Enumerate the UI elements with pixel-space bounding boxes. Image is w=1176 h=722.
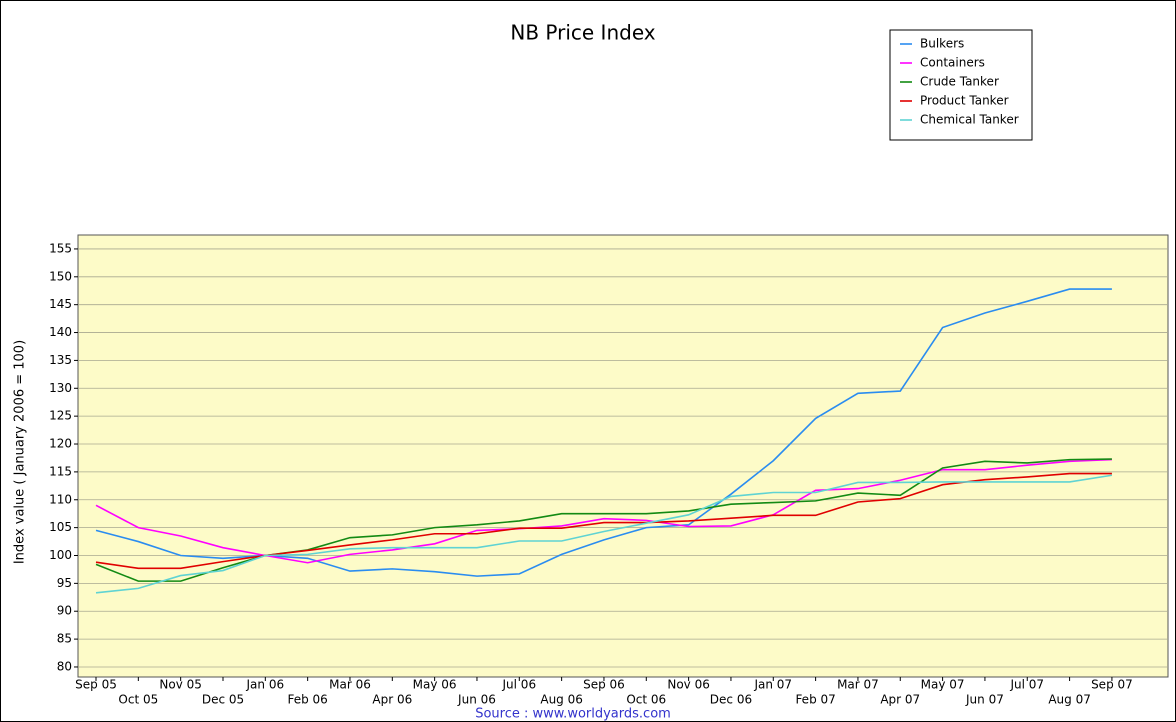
legend-label: Crude Tanker (920, 75, 999, 89)
y-tick-label: 85 (57, 632, 72, 646)
x-tick-label: Jul 07 (1009, 678, 1044, 692)
x-tick-label: May 06 (413, 678, 457, 692)
y-tick-label: 90 (57, 604, 72, 618)
legend-label: Chemical Tanker (920, 113, 1019, 127)
x-tick-label: Sep 05 (75, 678, 117, 692)
x-tick-label: Feb 06 (287, 693, 327, 707)
y-tick-label: 115 (49, 464, 72, 478)
x-tick-label: Jun 07 (965, 693, 1004, 707)
x-tick-label: Sep 06 (583, 678, 625, 692)
legend-label: Containers (920, 56, 985, 70)
y-tick-label: 135 (49, 353, 72, 367)
y-tick-label: 105 (49, 520, 72, 534)
y-axis-label: Index value ( January 2006 = 100) (13, 340, 28, 564)
x-tick-label: Jul 06 (502, 678, 537, 692)
source: Source : www.worldyards.com (475, 707, 671, 722)
y-tick-label: 80 (57, 659, 72, 673)
x-tick-label: Aug 07 (1048, 693, 1091, 707)
x-tick-label: Oct 05 (118, 693, 158, 707)
x-tick-label: Feb 07 (795, 693, 835, 707)
plot-area (77, 234, 1169, 678)
x-tick-label: Apr 07 (880, 693, 920, 707)
y-tick-label: 130 (49, 381, 72, 395)
x-tick-label: Dec 06 (710, 693, 752, 707)
x-tick-label: Apr 06 (372, 693, 412, 707)
x-tick-label: May 07 (921, 678, 965, 692)
y-tick-label: 110 (49, 492, 72, 506)
y-tick-label: 140 (49, 325, 72, 339)
y-tick-label: 125 (49, 409, 72, 423)
line-series (95, 474, 1113, 594)
x-tick-label: Sep 07 (1091, 678, 1133, 692)
y-tick-label: 100 (49, 548, 72, 562)
y-tick-label: 120 (49, 437, 72, 451)
legend-box (889, 29, 1033, 141)
y-tick-label: 145 (49, 297, 72, 311)
x-tick-label: Jun 06 (457, 693, 496, 707)
x-tick-label: Nov 05 (159, 678, 202, 692)
y-tick-label: 155 (49, 241, 72, 255)
x-tick-label: Dec 05 (202, 693, 244, 707)
chart-title: NB Price Index (510, 21, 655, 45)
x-tick-label: Jan 07 (753, 678, 792, 692)
x-tick-label: Mar 06 (329, 678, 371, 692)
legend-label: Product Tanker (920, 94, 1009, 108)
y-tick-label: 150 (49, 269, 72, 283)
x-tick-label: Aug 06 (540, 693, 583, 707)
legend-label: Bulkers (920, 37, 964, 51)
y-tick-label: 95 (57, 576, 72, 590)
x-tick-label: Nov 06 (667, 678, 710, 692)
x-tick-label: Oct 06 (626, 693, 666, 707)
x-tick-label: Mar 07 (837, 678, 879, 692)
x-tick-label: Jan 06 (246, 678, 285, 692)
